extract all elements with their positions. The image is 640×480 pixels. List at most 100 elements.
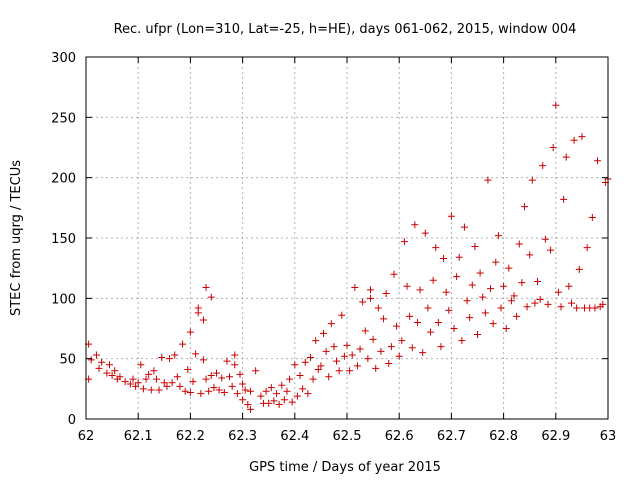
data-point [443, 289, 450, 296]
data-point [263, 388, 270, 395]
data-point [516, 241, 523, 248]
data-point [440, 255, 447, 262]
data-point [484, 177, 491, 184]
data-point [140, 385, 147, 392]
data-point [344, 342, 351, 349]
data-point [252, 367, 259, 374]
data-point [98, 359, 105, 366]
data-point [200, 356, 207, 363]
data-point [377, 348, 384, 355]
data-point [531, 300, 538, 307]
data-point [539, 162, 546, 169]
x-tick-label: 62.8 [489, 429, 518, 444]
data-point [584, 244, 591, 251]
data-point [388, 343, 395, 350]
x-tick-label: 62 [78, 429, 95, 444]
data-point [203, 376, 210, 383]
data-point [427, 329, 434, 336]
data-point [422, 230, 429, 237]
data-point [156, 387, 163, 394]
data-point [247, 388, 254, 395]
data-point [563, 154, 570, 161]
data-point [448, 213, 455, 220]
data-point [390, 271, 397, 278]
data-point [424, 304, 431, 311]
data-point [461, 224, 468, 231]
data-point [359, 298, 366, 305]
data-point [464, 297, 471, 304]
data-point [526, 251, 533, 258]
data-point [333, 358, 340, 365]
data-point [492, 259, 499, 266]
data-point [231, 361, 238, 368]
data-point [544, 301, 551, 308]
data-point [497, 304, 504, 311]
data-point [88, 356, 95, 363]
data-point [239, 381, 246, 388]
data-point [513, 313, 520, 320]
data-point [414, 319, 421, 326]
data-point [409, 344, 416, 351]
data-point [466, 314, 473, 321]
x-tick-label: 62.5 [333, 429, 362, 444]
data-point [195, 304, 202, 311]
data-point [171, 352, 178, 359]
x-tick-label: 62.7 [437, 429, 466, 444]
data-point [338, 312, 345, 319]
data-point [106, 361, 113, 368]
data-point [383, 290, 390, 297]
x-tick-label: 62.6 [385, 429, 414, 444]
data-point [482, 309, 489, 316]
data-point [226, 373, 233, 380]
data-point [229, 383, 236, 390]
data-point [312, 337, 319, 344]
data-point [589, 214, 596, 221]
data-point [568, 300, 575, 307]
data-point [349, 352, 356, 359]
data-point [555, 289, 562, 296]
data-point [380, 315, 387, 322]
data-point [187, 329, 194, 336]
data-point [158, 354, 165, 361]
data-point [205, 388, 212, 395]
data-point [576, 266, 583, 273]
data-point [148, 387, 155, 394]
data-point [336, 367, 343, 374]
data-point [552, 102, 559, 109]
data-point [268, 384, 275, 391]
x-tick-label: 63 [600, 429, 617, 444]
data-point [490, 320, 497, 327]
x-tick-label: 62.4 [280, 429, 309, 444]
data-point [93, 352, 100, 359]
data-point [310, 376, 317, 383]
data-point [558, 303, 565, 310]
y-tick-label: 250 [51, 111, 76, 126]
data-point [550, 144, 557, 151]
data-point [367, 295, 374, 302]
chart-title: Rec. ufpr (Lon=310, Lat=-25, h=HE), days… [114, 22, 577, 37]
data-point [179, 341, 186, 348]
data-point [218, 374, 225, 381]
data-point [291, 361, 298, 368]
data-point [203, 284, 210, 291]
data-point [169, 379, 176, 386]
data-point [190, 378, 197, 385]
y-tick-label: 50 [59, 353, 76, 368]
data-point [150, 367, 157, 374]
data-point [351, 284, 358, 291]
data-point [430, 277, 437, 284]
y-tick-label: 300 [51, 51, 76, 66]
data-point [176, 383, 183, 390]
data-point [304, 390, 311, 397]
data-point [299, 385, 306, 392]
data-point [370, 336, 377, 343]
data-point [419, 349, 426, 356]
data-point [542, 236, 549, 243]
x-tick-label: 62.9 [541, 429, 570, 444]
data-point [354, 362, 361, 369]
data-point [286, 376, 293, 383]
data-point [372, 365, 379, 372]
data-point [234, 390, 241, 397]
data-point [495, 232, 502, 239]
